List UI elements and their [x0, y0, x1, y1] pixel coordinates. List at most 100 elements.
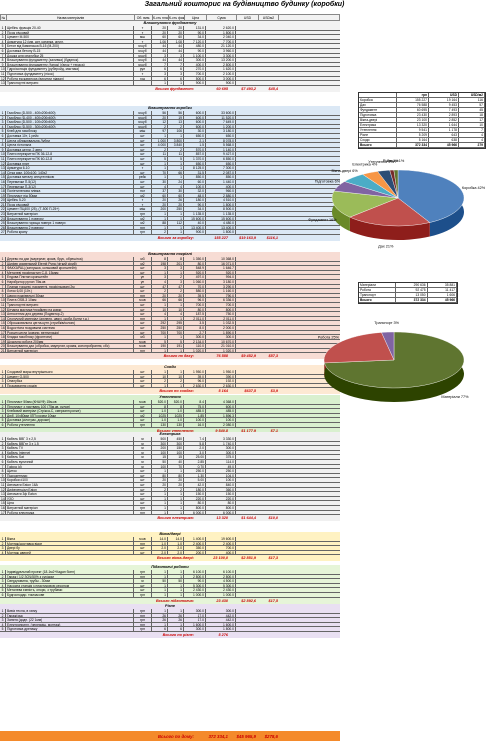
- row-name[interactable]: Кабель ВВГнг 3 х 1,5: [6, 441, 134, 446]
- row-price[interactable]: 90.0: [184, 579, 206, 583]
- row-qty-fact[interactable]: 250: [168, 325, 184, 330]
- row-price[interactable]: 8.4: [184, 400, 206, 404]
- row-unit[interactable]: м2: [134, 221, 152, 225]
- row-unit[interactable]: шт: [134, 492, 152, 496]
- table-row[interactable]: 15 Доставка металу спецтехнікою рейс 1 1 850.…: [0, 175, 340, 180]
- row-qty-plan[interactable]: 70: [152, 170, 168, 175]
- row-qty-fact[interactable]: 80: [168, 473, 184, 478]
- table-row[interactable]: 12 Робота екскаватора (виритии підвал) год…: [0, 76, 340, 82]
- table-row[interactable]: 2 Пінопласт з листвань 100 (75м.кв, рулон…: [0, 404, 340, 410]
- row-num[interactable]: 2: [0, 404, 6, 409]
- row-unit[interactable]: м3: [134, 257, 152, 261]
- row-qty-plan[interactable]: 1 000: [152, 138, 168, 143]
- row-qty-fact[interactable]: 1: [168, 212, 184, 216]
- row-name[interactable]: Металеві профнастил С-8, 15мкм: [6, 270, 134, 275]
- row-qty-plan[interactable]: 1: [152, 166, 168, 170]
- table-row[interactable]: 1 Кабель ВВГ 3 х 2,5 м 500 450 7.4 3 330.0: [0, 437, 340, 442]
- row-unit[interactable]: м.куб: [134, 53, 152, 58]
- row-qty-fact[interactable]: 1: [168, 570, 184, 574]
- row-unit[interactable]: шт: [134, 156, 152, 161]
- row-sum[interactable]: 7 649.0: [206, 120, 236, 124]
- row-sum[interactable]: 10 368.0: [206, 257, 236, 261]
- table-row[interactable]: 7 Гофра (d) м 100 70 0.70 49.0: [0, 464, 340, 470]
- row-price[interactable]: 17.0: [184, 613, 206, 618]
- row-qty-fact[interactable]: 300: [168, 441, 184, 446]
- row-qty-plan[interactable]: 4 000: [152, 143, 168, 147]
- row-sum[interactable]: 300.0: [206, 450, 236, 455]
- row-sum[interactable]: 375.0: [206, 455, 236, 459]
- row-unit[interactable]: шт: [134, 330, 152, 335]
- row-name[interactable]: Цвяхи покрівельні 30мм: [6, 293, 134, 298]
- row-name[interactable]: Свердловина, трубы - 30мм: [6, 579, 134, 583]
- row-sum[interactable]: 6 336.0: [206, 298, 236, 302]
- row-sum[interactable]: 400.0: [206, 550, 236, 555]
- row-qty-plan[interactable]: 1: [152, 212, 168, 216]
- row-qty-fact[interactable]: 44: [168, 58, 184, 62]
- header-qty-fact[interactable]: К-сть факт: [169, 15, 185, 20]
- row-name[interactable]: Працювання сходів: [6, 383, 134, 388]
- row-unit[interactable]: шт: [134, 184, 152, 189]
- row-sum[interactable]: 2 430.0: [206, 588, 236, 592]
- row-sum[interactable]: 21 010.0: [206, 344, 236, 348]
- table-row[interactable]: 6 Будгосподар. тимчасове грн 1 1 1 000.0 1 000…: [0, 592, 340, 598]
- row-sum[interactable]: 1 160.0: [206, 289, 236, 293]
- row-price[interactable]: 48.0: [184, 193, 206, 198]
- row-unit[interactable]: шт: [134, 383, 152, 388]
- row-num[interactable]: 12: [1, 76, 6, 81]
- row-qty-plan[interactable]: 292: [152, 321, 168, 325]
- row-price[interactable]: 80.0: [184, 501, 206, 505]
- header-usdm[interactable]: USDм2: [259, 15, 279, 20]
- row-qty-plan[interactable]: 1: [152, 161, 168, 166]
- row-sum[interactable]: 150.0: [206, 492, 236, 496]
- row-unit[interactable]: шт: [134, 478, 152, 482]
- row-qty-plan[interactable]: 1: [152, 335, 168, 339]
- header-sum[interactable]: Сума: [207, 15, 237, 20]
- table-row[interactable]: 8 Щиток шт 1 1 250.0 250.0: [0, 469, 340, 474]
- row-qty-fact[interactable]: 15: [168, 455, 184, 459]
- row-unit[interactable]: м.куб: [134, 115, 152, 120]
- row-name[interactable]: Насосна станція з пластиковою кесоном: [6, 583, 134, 588]
- row-price[interactable]: 96.0: [184, 298, 206, 302]
- table-row[interactable]: 2 Монтаж/доставка вікон грн 1.0 1.0 2 400.0 2 …: [0, 541, 340, 547]
- row-price[interactable]: 2.85: [184, 459, 206, 464]
- row-qty-fact[interactable]: 3: [168, 279, 184, 284]
- row-sum[interactable]: 300.0: [206, 446, 236, 450]
- row-num[interactable]: 19: [1, 339, 6, 344]
- table-row[interactable]: 27 Робота крану грн 2 1 900.0 1 800.0: [0, 230, 340, 236]
- row-price[interactable]: 2 630.0: [184, 383, 206, 388]
- row-qty-plan[interactable]: 2: [152, 289, 168, 293]
- row-qty-plan[interactable]: 6: [152, 67, 168, 71]
- row-sum[interactable]: 1 800.0: [206, 230, 236, 235]
- row-unit[interactable]: грн: [134, 574, 152, 579]
- row-sum[interactable]: 960.0: [206, 189, 236, 193]
- row-unit[interactable]: грн: [134, 622, 152, 627]
- row-name[interactable]: Цегла облицювальна Лубни: [6, 138, 134, 143]
- row-price[interactable]: 0.70: [184, 464, 206, 469]
- row-qty-plan[interactable]: 1: [152, 574, 168, 579]
- row-qty-fact[interactable]: 40: [168, 459, 184, 464]
- row-sum[interactable]: 11 520.0: [206, 115, 236, 120]
- row-qty-fact[interactable]: 112: [168, 221, 184, 225]
- row-sum[interactable]: 1 135.0: [206, 212, 236, 216]
- row-price[interactable]: 90.0: [184, 48, 206, 53]
- row-price[interactable]: 800.0: [184, 505, 206, 510]
- row-name[interactable]: Гідроізоляція фундаменту (руберойд, маст…: [6, 67, 134, 71]
- row-unit[interactable]: [134, 81, 152, 85]
- row-name[interactable]: Підготовка дренажу: [6, 627, 134, 631]
- table-row[interactable]: 1 Індивідуальний проект (18-1м2+Кадан бон…: [0, 570, 340, 575]
- row-sum[interactable]: 7 300.0: [206, 166, 236, 170]
- row-unit[interactable]: шт: [134, 473, 152, 478]
- row-unit[interactable]: грн: [134, 592, 152, 597]
- row-qty-fact[interactable]: 5: [168, 156, 184, 161]
- row-sum[interactable]: 360.0: [206, 487, 236, 492]
- row-sum[interactable]: 2 630.0: [206, 383, 236, 388]
- row-unit[interactable]: грн: [134, 212, 152, 216]
- row-name[interactable]: Влаштування фундаменту (ґанок) (ґанок + …: [6, 62, 134, 67]
- row-name[interactable]: Доставка цегли, 2 авто: [6, 147, 134, 152]
- row-name[interactable]: Кладка газоблоку (фронтони): [6, 335, 134, 339]
- row-name[interactable]: Влаштування 1 поверху: [6, 216, 134, 221]
- row-unit[interactable]: м.куб: [134, 62, 152, 67]
- table-row[interactable]: 7 Цегла облицювальна Лубни шт 1 000 3 800 2.1…: [0, 138, 340, 144]
- table-row[interactable]: 5 Підготовка дренажу грн 6 6 300.0 1 800.0: [0, 627, 340, 632]
- row-num[interactable]: 6: [0, 459, 6, 464]
